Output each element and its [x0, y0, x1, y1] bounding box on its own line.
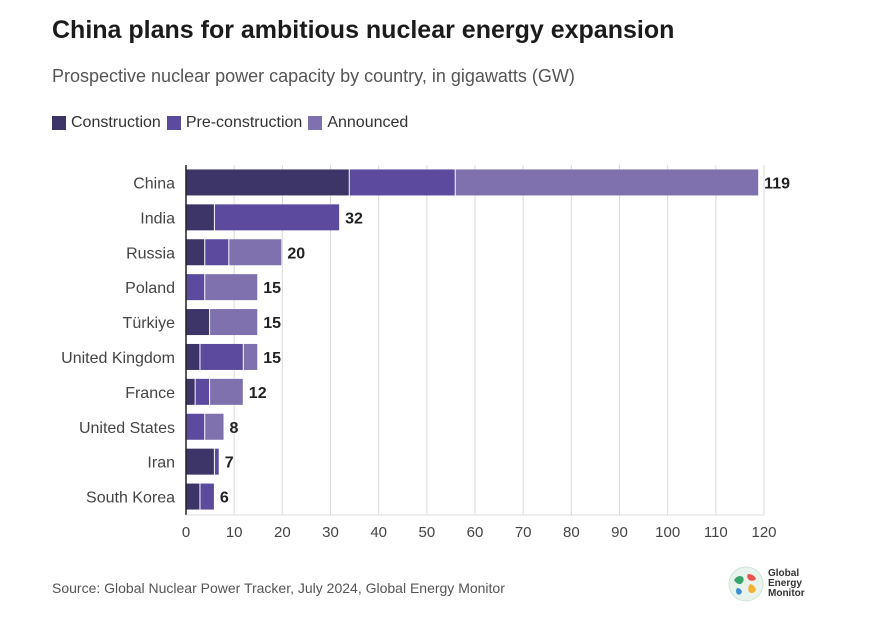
x-tick-label: 50 — [418, 524, 435, 541]
logo-line-3: Monitor — [768, 588, 805, 599]
logo-wordmark: Global Energy Monitor — [768, 569, 805, 599]
category-label-poland: Poland — [125, 280, 175, 297]
bar-poland-pre-construction — [186, 274, 205, 301]
x-tick-label: 30 — [322, 524, 339, 541]
bar-france-pre-construction — [195, 378, 210, 405]
bar-russia-pre-construction — [205, 239, 229, 266]
x-tick-label: 40 — [370, 524, 387, 541]
bar-south-korea-pre-construction — [200, 483, 214, 510]
category-label-south-korea: South Korea — [86, 490, 175, 507]
x-tick-label: 110 — [704, 524, 728, 541]
x-tick-label: 60 — [467, 524, 484, 541]
bar-russia-announced — [229, 239, 282, 266]
bar-france-announced — [210, 378, 243, 405]
x-tick-label: 0 — [182, 524, 190, 541]
gem-logo: Global Energy Monitor — [728, 566, 805, 602]
bar-turkiye-construction — [186, 309, 210, 336]
logo-line-1: Global — [768, 568, 800, 579]
category-label-india: India — [140, 210, 175, 227]
legend-label-announced: Announced — [327, 114, 409, 131]
category-label-russia: Russia — [126, 245, 175, 262]
total-label-turkiye: 15 — [263, 315, 281, 332]
legend-label-pre-construction: Pre-construction — [185, 114, 303, 131]
bar-united-kingdom-construction — [186, 343, 200, 370]
total-label-south-korea: 6 — [220, 490, 229, 507]
bar-india-pre-construction — [214, 204, 340, 231]
total-label-russia: 20 — [287, 245, 305, 262]
x-tick-label: 100 — [655, 524, 680, 541]
bar-poland-announced — [205, 274, 258, 301]
legend-swatch-pre-construction — [166, 116, 181, 130]
legend: Construction Pre-construction Announced — [52, 114, 414, 132]
legend-label-construction: Construction — [71, 114, 161, 131]
x-tick-label: 120 — [751, 524, 776, 541]
legend-swatch-announced — [308, 116, 323, 130]
category-label-united-states: United States — [79, 420, 175, 437]
category-label-china: China — [133, 175, 175, 192]
legend-item-pre-construction: Pre-construction — [166, 114, 303, 132]
total-label-united-kingdom: 15 — [263, 350, 281, 367]
category-label-turkiye: Türkiye — [123, 315, 176, 332]
bar-united-states-announced — [205, 413, 224, 440]
x-tick-label: 90 — [611, 524, 628, 541]
bar-iran-pre-construction — [214, 448, 219, 475]
total-label-france: 12 — [249, 385, 267, 402]
bar-india-construction — [186, 204, 214, 231]
total-label-china: 119 — [764, 175, 790, 192]
bar-iran-construction — [186, 448, 214, 475]
total-label-iran: 7 — [225, 455, 234, 472]
logo-line-2: Energy — [768, 578, 802, 589]
x-tick-label: 10 — [226, 524, 243, 541]
bar-france-construction — [186, 378, 195, 405]
category-label-united-kingdom: United Kingdom — [61, 350, 175, 367]
category-label-iran: Iran — [147, 455, 175, 472]
chart-title: China plans for ambitious nuclear energy… — [52, 16, 675, 44]
bar-china-announced — [455, 169, 759, 196]
legend-item-announced: Announced — [308, 114, 408, 132]
total-label-poland: 15 — [263, 280, 281, 297]
source-note: Source: Global Nuclear Power Tracker, Ju… — [52, 580, 505, 596]
legend-item-construction: Construction — [52, 114, 161, 132]
bar-china-construction — [186, 169, 349, 196]
chart-subtitle: Prospective nuclear power capacity by co… — [52, 66, 575, 86]
legend-swatch-construction — [52, 116, 66, 130]
x-tick-label: 80 — [563, 524, 580, 541]
bar-turkiye-announced — [210, 309, 258, 336]
total-label-india: 32 — [345, 210, 363, 227]
total-label-united-states: 8 — [230, 420, 239, 437]
x-tick-label: 20 — [274, 524, 291, 541]
category-label-france: France — [125, 385, 175, 402]
bar-south-korea-construction — [186, 483, 200, 510]
bar-united-kingdom-announced — [243, 343, 258, 370]
x-tick-label: 70 — [515, 524, 532, 541]
bar-united-states-pre-construction — [186, 413, 205, 440]
bar-united-kingdom-pre-construction — [200, 343, 243, 370]
bar-china-pre-construction — [349, 169, 455, 196]
bar-russia-construction — [186, 239, 205, 266]
globe-icon — [728, 566, 764, 602]
